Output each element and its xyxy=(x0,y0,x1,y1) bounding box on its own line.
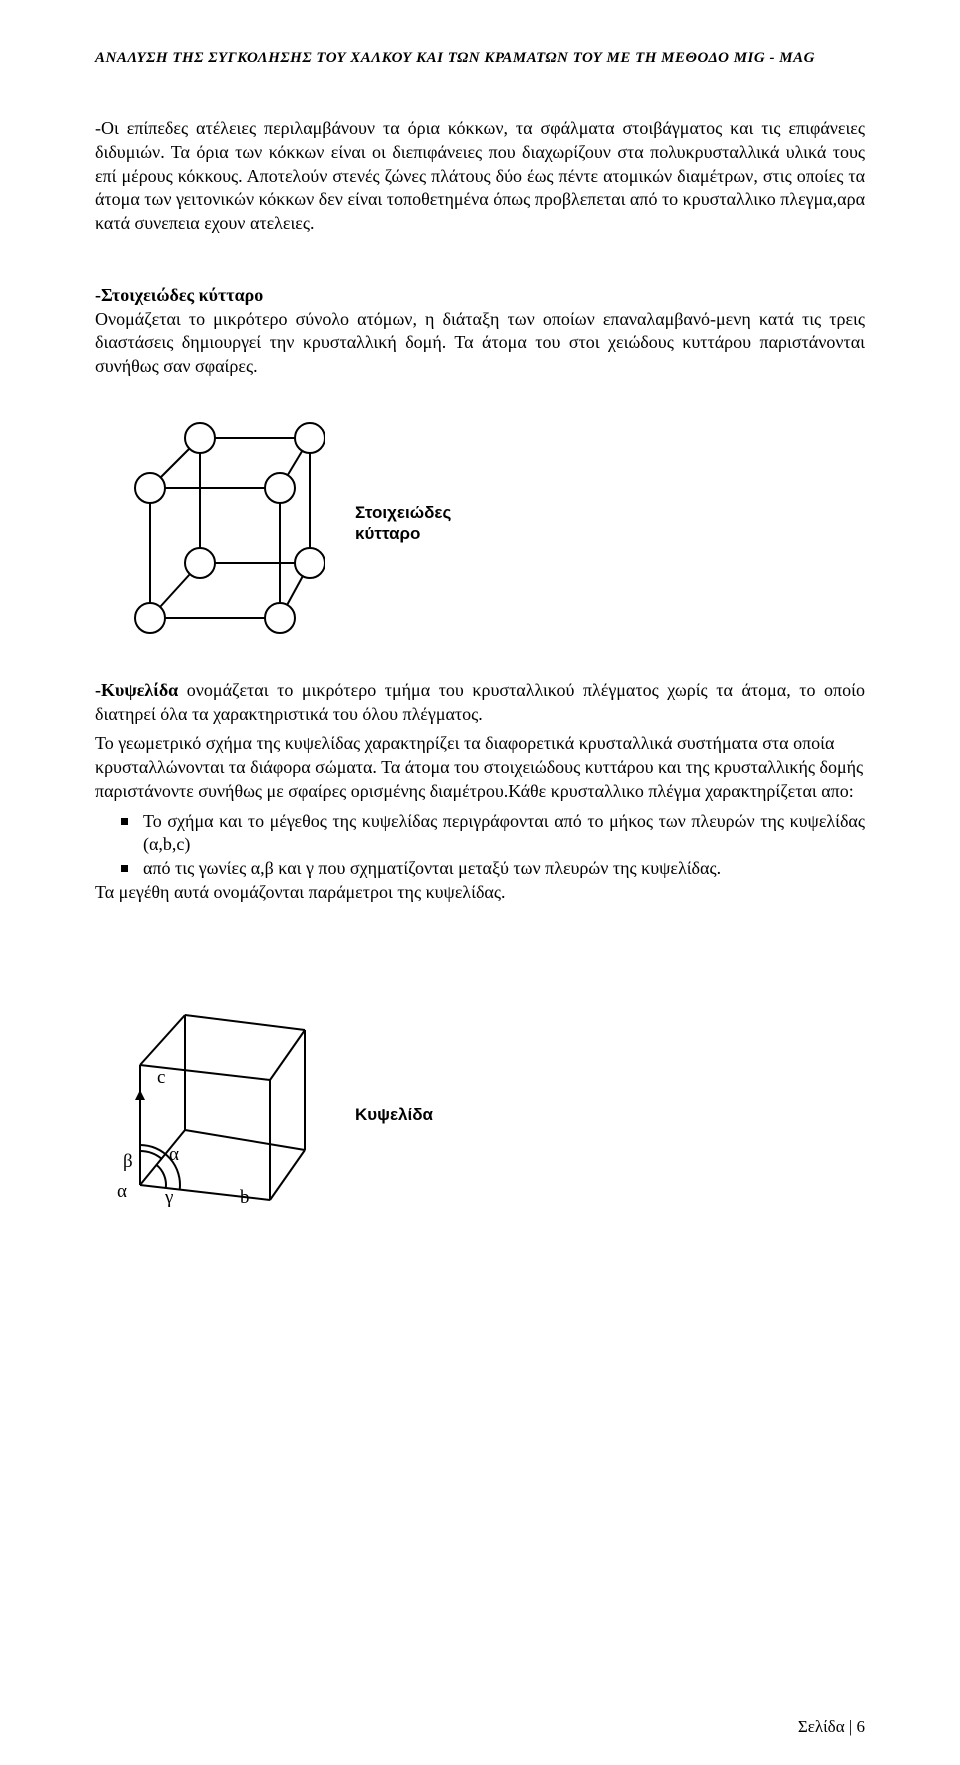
figure-unit-cell-caption: Στοιχειώδες κύτταρο xyxy=(355,502,451,545)
svg-text:β: β xyxy=(123,1151,133,1172)
svg-text:α: α xyxy=(169,1144,179,1165)
paragraph-parameters: Τα μεγέθη αυτά ονομάζονται παράμετροι τη… xyxy=(95,881,865,905)
paragraph-cell-lead: -Κυψελίδα ονομάζεται το μικρότερο τμήμα … xyxy=(95,679,865,727)
figure-unit-cell xyxy=(95,393,325,653)
svg-text:c: c xyxy=(157,1067,165,1088)
paragraph-cell-shape: Το γεωμετρικό σχήμα της κυψελίδας χαρακτ… xyxy=(95,732,865,803)
bullet-list: Το σχήμα και το μέγεθος της κυψελίδας πε… xyxy=(95,810,865,881)
cell-term: -Κυψελίδα xyxy=(95,680,178,700)
svg-text:γ: γ xyxy=(164,1187,173,1208)
figure-cell-row: cαβγαb Κυψελίδα xyxy=(95,955,865,1215)
page: ΑΝΑΛΥΣΗ ΤΗΣ ΣΥΓΚΟΛΗΣΗΣ ΤΟΥ ΧΑΛΚΟΥ ΚΑΙ ΤΩ… xyxy=(0,0,960,1765)
section-title-unit-cell: -Στοιχειώδες κύτταρο xyxy=(95,285,263,305)
bullet-item-1: Το σχήμα και το μέγεθος της κυψελίδας πε… xyxy=(95,810,865,858)
running-header: ΑΝΑΛΥΣΗ ΤΗΣ ΣΥΓΚΟΛΗΣΗΣ ΤΟΥ ΧΑΛΚΟΥ ΚΑΙ ΤΩ… xyxy=(95,50,865,67)
page-footer: Σελίδα | 6 xyxy=(798,1717,865,1737)
section-unit-cell: -Στοιχειώδες κύτταρο Ονομάζεται το μικρό… xyxy=(95,284,865,379)
svg-text:b: b xyxy=(240,1187,250,1208)
figure-cell: cαβγαb xyxy=(95,955,325,1215)
svg-text:α: α xyxy=(117,1181,127,1202)
cell-svg: cαβγαb xyxy=(95,955,325,1215)
bullet-item-2: από τις γωνίες α,β και γ που σχηματίζοντ… xyxy=(95,857,865,881)
figure-unit-cell-row: Στοιχειώδες κύτταρο xyxy=(95,393,865,653)
cell-definition: ονομάζεται το μικρότερο τμήμα του κρυστα… xyxy=(95,680,865,724)
paragraph-defects: -Οι επίπεδες ατέλειες περιλαμβάνουν τα ό… xyxy=(95,117,865,236)
figure-cell-caption: Κυψελίδα xyxy=(355,1104,433,1125)
unit-cell-svg xyxy=(95,393,325,653)
paragraph-unit-cell: Ονομάζεται το μικρότερο σύνολο ατόμων, η… xyxy=(95,309,865,377)
